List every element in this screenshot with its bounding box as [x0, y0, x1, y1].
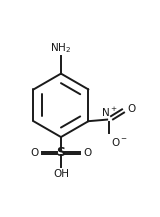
Text: O$^-$: O$^-$ — [111, 136, 128, 148]
Text: O: O — [127, 104, 136, 113]
Text: O: O — [83, 148, 91, 158]
Text: NH$_2$: NH$_2$ — [50, 42, 72, 55]
Text: N$^+$: N$^+$ — [101, 106, 117, 119]
Text: S: S — [56, 146, 65, 159]
Text: OH: OH — [53, 169, 69, 179]
Text: O: O — [31, 148, 39, 158]
